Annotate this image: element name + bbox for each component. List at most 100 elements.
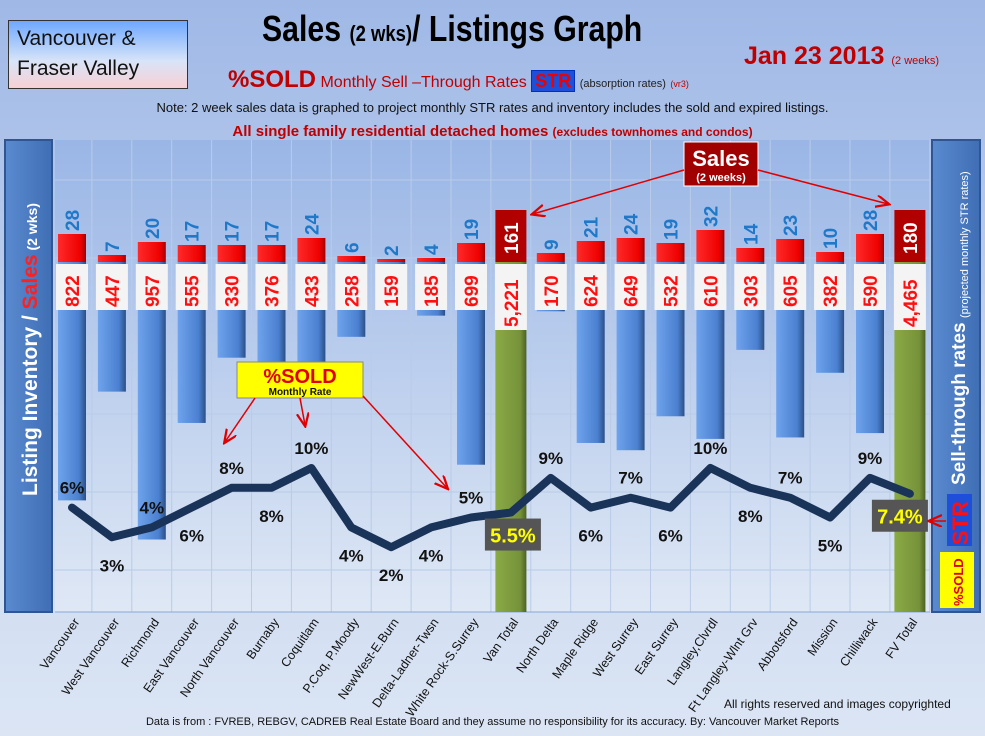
subtitle-monthly: Monthly Sell –Through Rates (320, 74, 527, 91)
chart-title: Sales (2 wks)/ Listings Graph (262, 8, 642, 50)
sales-bar (417, 258, 446, 262)
inventory-label: 699 (462, 275, 483, 307)
y-axis-label-part: Sales (19, 254, 42, 309)
copyright-text: All rights reserved and images copyright… (724, 697, 951, 711)
sales-label: 2 (382, 245, 403, 256)
sales-label: 20 (143, 218, 164, 239)
sales-bar (177, 245, 206, 262)
inventory-label: 649 (622, 275, 643, 307)
y-axis-label-part: (2 wks) (24, 203, 40, 254)
sales-callout-arrow (757, 169, 888, 204)
str-badge-bg (947, 494, 972, 546)
sales-label: 24 (622, 213, 643, 235)
sales-label: 32 (701, 206, 722, 227)
inventory-label-box (375, 264, 408, 310)
x-tick-label: Abbotsford (755, 616, 801, 674)
inventory-label-box (893, 264, 926, 330)
sales-label: 17 (183, 221, 204, 242)
subtitle-absorption: (absorption rates) (579, 78, 666, 90)
total-sales-label: 161 (502, 222, 523, 254)
rate-label: 4% (140, 498, 165, 517)
inventory-label-box (415, 264, 448, 310)
inventory-label: 447 (103, 275, 124, 307)
sales-bar (576, 241, 605, 262)
title-main: Sales (262, 8, 350, 49)
rate-label: 3% (100, 556, 125, 575)
sales-label: 21 (582, 216, 603, 238)
sales-bar (856, 234, 884, 262)
rate-label: 8% (259, 507, 284, 526)
inventory-label: 170 (542, 275, 563, 307)
rate-label: 4% (339, 546, 364, 565)
inventory-label: 382 (821, 275, 842, 307)
x-tick-label: Vancouver (37, 616, 82, 672)
sales-bar (656, 243, 685, 262)
report-date: Jan 23 2013 (2 weeks) (744, 42, 939, 71)
rate-label: 6% (60, 479, 85, 498)
y-axis-label-left: Listing Inventory / Sales (2 wks) (19, 203, 42, 496)
inventory-label-box (295, 264, 328, 310)
inventory-label-box (494, 264, 527, 330)
rate-label: 8% (219, 459, 244, 478)
sales-bar (536, 253, 565, 262)
sold-rate-line (68, 464, 914, 552)
inventory-label-box (774, 264, 807, 310)
inventory-label: 822 (63, 275, 84, 307)
rate-label: 6% (578, 527, 603, 546)
inventory-label-box (56, 264, 88, 310)
sales-callout-arrow (533, 169, 685, 214)
total-rate-box (484, 518, 541, 551)
sales-label: 6 (342, 242, 363, 253)
sales-bar (97, 255, 126, 262)
inventory-label-box (534, 264, 567, 310)
sales-bar (217, 245, 246, 262)
sales-bar (337, 256, 366, 262)
inventory-label-box (95, 264, 128, 310)
sold-callout-title: %SOLD (263, 366, 336, 388)
sales-bar (257, 245, 286, 262)
inventory-label-box (734, 264, 767, 310)
sales-label: 19 (662, 219, 683, 240)
subtitle: %SOLD Monthly Sell –Through Rates STR (a… (228, 66, 689, 94)
sales-label: 24 (302, 213, 323, 235)
str-badge: STR (948, 501, 973, 545)
inventory-label: 330 (223, 275, 244, 307)
inventory-label-box (255, 264, 288, 310)
inventory-label-box (335, 264, 368, 310)
rate-label: 10% (693, 439, 727, 458)
inventory-label: 433 (302, 275, 323, 307)
rate-label: 7% (778, 469, 803, 488)
rate-label: 5% (459, 489, 484, 508)
scope-note: (excludes townhomes and condos) (552, 125, 753, 139)
sales-label: 28 (63, 210, 84, 231)
source-text: Data is from : FVREB, REBGV, CADREB Real… (145, 716, 840, 728)
rate-label: 9% (858, 449, 883, 468)
sales-label: 9 (542, 239, 563, 250)
inventory-label-box (574, 264, 607, 310)
y-axis-label-part: Listing Inventory / (19, 309, 42, 496)
x-tick-label: Mission (805, 616, 841, 659)
inventory-label: 957 (143, 275, 164, 307)
sales-label: 23 (781, 215, 802, 236)
title-rest: / Listings Graph (412, 8, 643, 49)
inventory-label: 605 (781, 275, 802, 307)
inventory-label: 532 (662, 275, 683, 307)
sales-callout-title: Sales (692, 146, 750, 171)
sales-callout-box (683, 141, 759, 187)
rate-label: 7% (618, 469, 643, 488)
total-rate-label: 5.5% (490, 526, 536, 548)
sold-badge: %SOLD (951, 558, 966, 606)
rate-label: 5% (818, 537, 843, 556)
x-tick-label: Coquitlam (278, 616, 322, 670)
rate-label: 6% (658, 527, 683, 546)
inventory-label: 376 (263, 275, 284, 307)
subtitle-version: (vr3) (670, 79, 689, 89)
sales-label: 7 (103, 241, 124, 252)
sales-bar (58, 234, 86, 262)
x-tick-label: FV Total (883, 616, 921, 661)
sales-bar (137, 242, 166, 262)
inventory-label-box (455, 264, 487, 310)
sales-label: 19 (462, 219, 483, 240)
rate-label: 9% (539, 449, 564, 468)
total-sales-bar (495, 210, 527, 262)
